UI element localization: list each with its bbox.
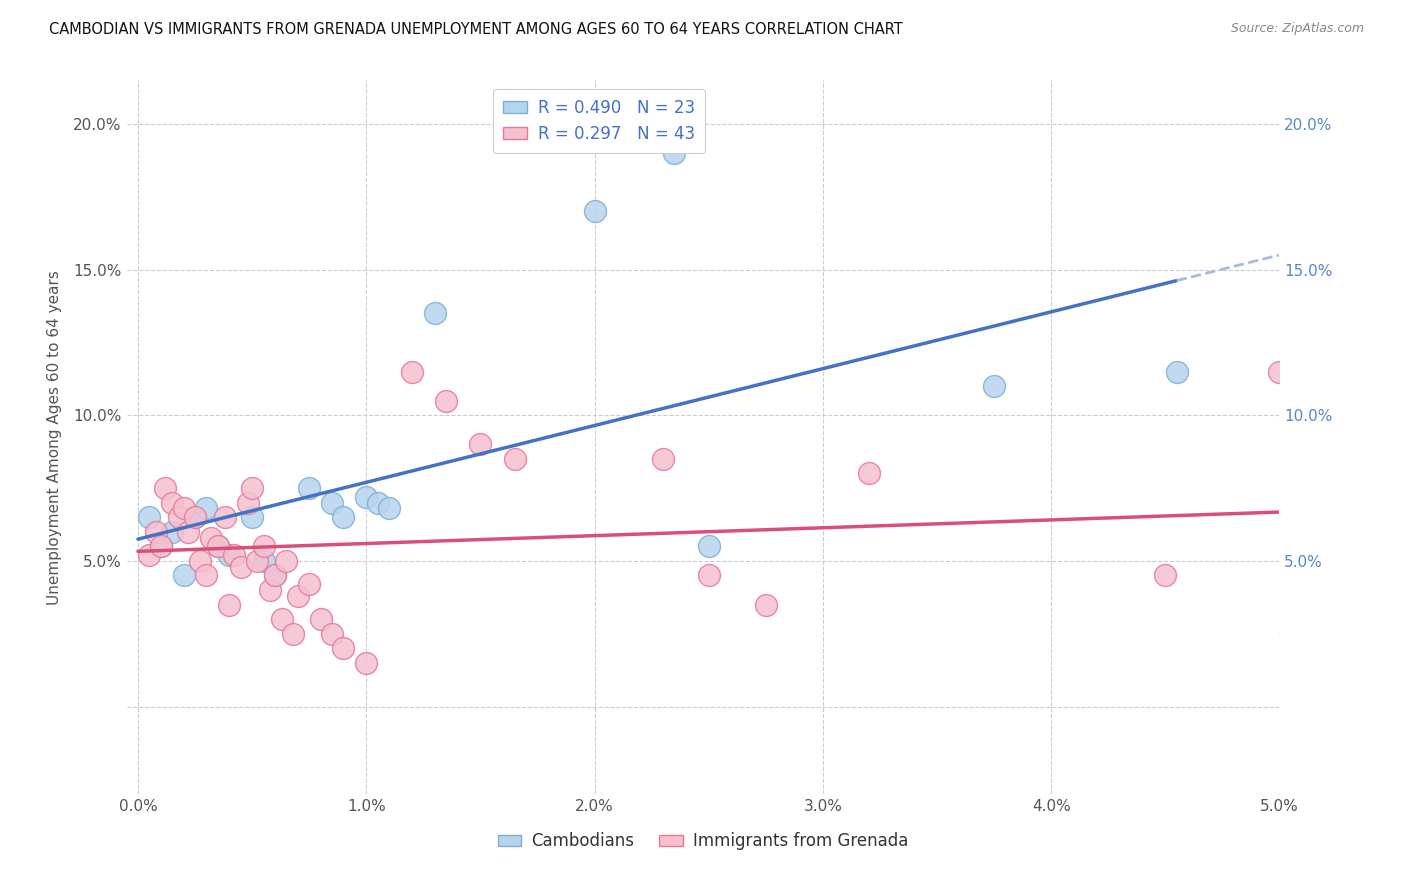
Point xyxy=(332,641,354,656)
Point xyxy=(160,524,183,539)
Point xyxy=(252,539,274,553)
Point xyxy=(1166,365,1188,379)
Point xyxy=(332,510,354,524)
Point xyxy=(1279,626,1302,640)
Point xyxy=(195,568,218,582)
Point xyxy=(229,559,252,574)
Point xyxy=(298,481,321,495)
Point xyxy=(222,548,245,562)
Point xyxy=(755,598,778,612)
Point xyxy=(240,481,263,495)
Point xyxy=(167,510,190,524)
Point xyxy=(218,598,240,612)
Point xyxy=(173,501,195,516)
Point xyxy=(145,524,167,539)
Point xyxy=(858,467,880,481)
Point xyxy=(252,554,274,568)
Point xyxy=(1268,365,1291,379)
Point xyxy=(434,393,457,408)
Point xyxy=(207,539,229,553)
Point xyxy=(664,146,686,161)
Point xyxy=(287,589,309,603)
Point xyxy=(283,626,305,640)
Point xyxy=(401,365,423,379)
Point xyxy=(697,539,720,553)
Legend: Cambodians, Immigrants from Grenada: Cambodians, Immigrants from Grenada xyxy=(491,826,915,857)
Point xyxy=(149,539,172,553)
Point xyxy=(983,379,1005,393)
Point xyxy=(214,510,236,524)
Point xyxy=(309,612,332,626)
Point xyxy=(138,548,160,562)
Point xyxy=(149,539,172,553)
Text: CAMBODIAN VS IMMIGRANTS FROM GRENADA UNEMPLOYMENT AMONG AGES 60 TO 64 YEARS CORR: CAMBODIAN VS IMMIGRANTS FROM GRENADA UNE… xyxy=(49,22,903,37)
Y-axis label: Unemployment Among Ages 60 to 64 years: Unemployment Among Ages 60 to 64 years xyxy=(48,269,62,605)
Point xyxy=(160,495,183,509)
Point xyxy=(173,568,195,582)
Point xyxy=(1154,568,1177,582)
Point xyxy=(378,501,401,516)
Point xyxy=(423,306,446,320)
Point xyxy=(177,524,200,539)
Point xyxy=(367,495,389,509)
Point xyxy=(470,437,492,451)
Point xyxy=(321,626,343,640)
Point xyxy=(200,531,222,545)
Point xyxy=(218,548,240,562)
Point xyxy=(184,510,207,524)
Point xyxy=(259,582,281,597)
Point xyxy=(138,510,160,524)
Point xyxy=(503,451,526,466)
Point xyxy=(155,481,177,495)
Point xyxy=(188,554,211,568)
Point xyxy=(270,612,292,626)
Point xyxy=(184,510,207,524)
Point xyxy=(652,451,675,466)
Point xyxy=(354,656,377,670)
Point xyxy=(276,554,298,568)
Point xyxy=(354,490,377,504)
Point xyxy=(264,568,287,582)
Point xyxy=(583,204,606,219)
Point xyxy=(240,510,263,524)
Point xyxy=(298,577,321,591)
Point xyxy=(195,501,218,516)
Point xyxy=(264,568,287,582)
Point xyxy=(236,495,259,509)
Point xyxy=(697,568,720,582)
Text: Source: ZipAtlas.com: Source: ZipAtlas.com xyxy=(1230,22,1364,36)
Point xyxy=(246,554,269,568)
Point xyxy=(207,539,229,553)
Point xyxy=(321,495,343,509)
